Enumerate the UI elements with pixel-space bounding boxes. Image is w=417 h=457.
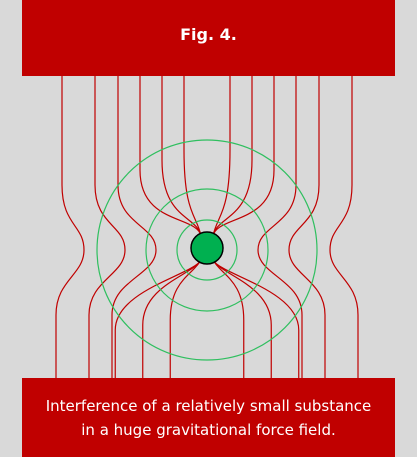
ring <box>176 219 238 281</box>
caption-box: Interference of a relatively small subst… <box>22 378 395 457</box>
field-line <box>212 76 253 237</box>
caption-line: in a huge gravitational force field. <box>81 421 336 439</box>
caption-line: Interference of a relatively small subst… <box>45 397 372 415</box>
gravity-rings <box>96 139 318 361</box>
title: Fig. 4. <box>180 25 237 44</box>
field-line <box>212 76 231 237</box>
ring <box>145 188 269 312</box>
ring <box>96 139 318 361</box>
field-line <box>183 76 202 237</box>
field-line <box>55 76 85 378</box>
small-substance <box>190 231 224 265</box>
field-line <box>114 259 202 378</box>
field-line <box>161 76 202 237</box>
field-line <box>257 76 303 378</box>
field-line <box>139 76 202 237</box>
field-lines <box>55 76 359 378</box>
field-line <box>288 76 326 378</box>
field-line <box>212 76 275 237</box>
field-line <box>212 259 245 378</box>
field-line <box>111 76 157 378</box>
field-line <box>88 76 126 378</box>
field-line <box>169 259 202 378</box>
title-box: Fig. 4. <box>22 0 395 76</box>
field-line <box>212 259 300 378</box>
field-line <box>329 76 359 378</box>
